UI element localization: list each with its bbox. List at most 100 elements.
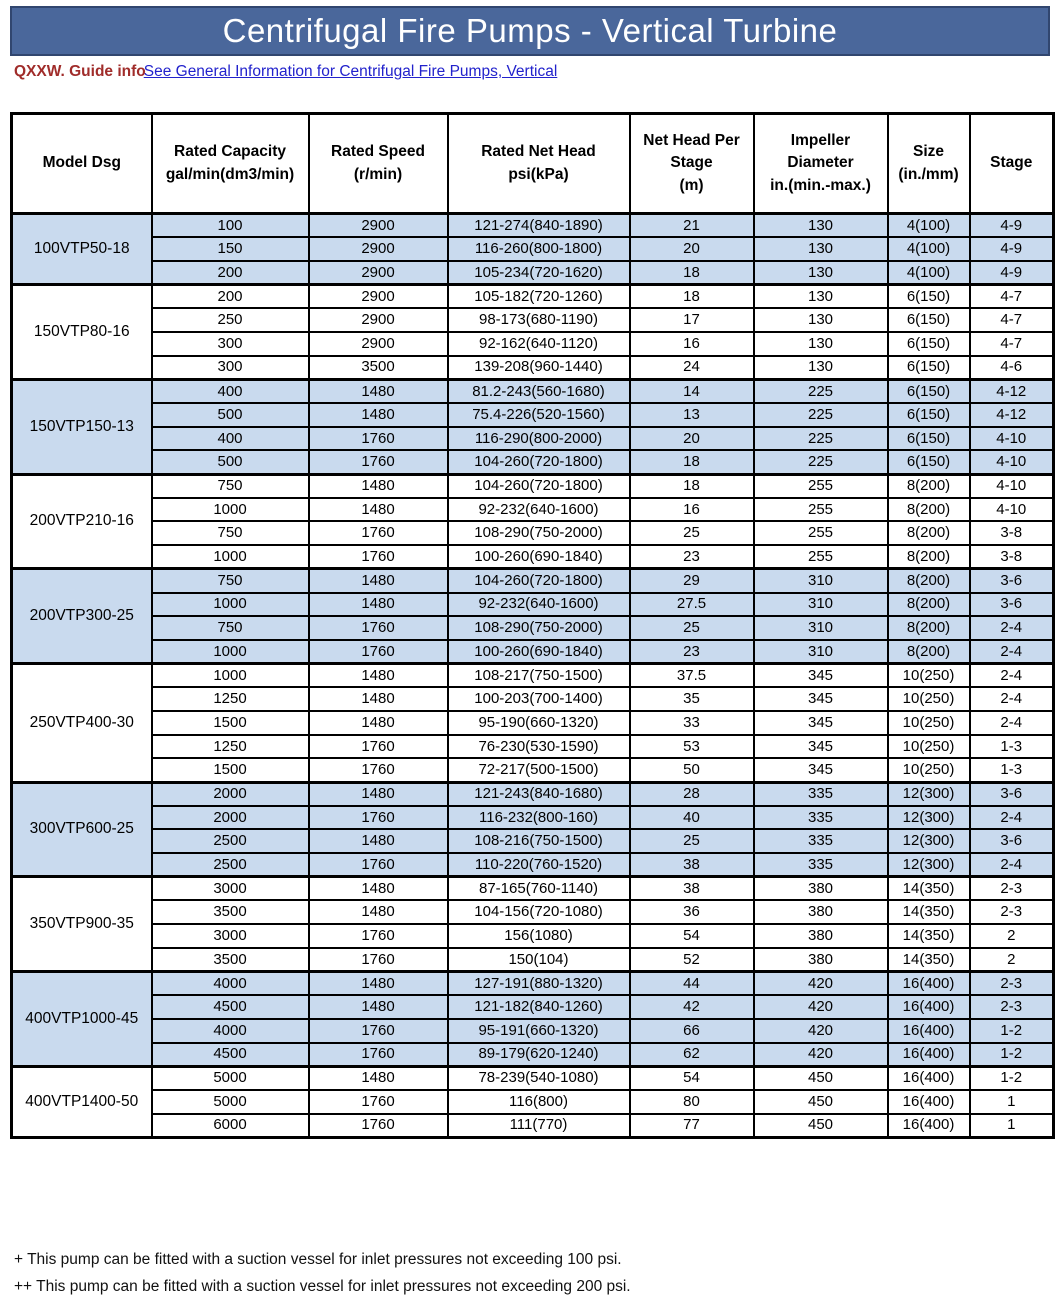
cell-head-per-stage: 37.5 <box>628 662 755 689</box>
cell-head-per-stage: 18 <box>628 449 755 476</box>
cell-impeller: 345 <box>752 733 889 760</box>
cell-head-per-stage: 20 <box>628 425 755 452</box>
cell-head-per-stage: 52 <box>628 946 755 973</box>
table-row: 3500 1760 150(104) 52 380 14(350) 2 <box>12 946 1055 973</box>
cell-stage: 4-12 <box>968 377 1055 404</box>
table-row: 1000 1480 92-232(640-1600) 27.5 310 8(200) 3-6 <box>12 591 1055 618</box>
model-cell: 350VTP900-35 <box>10 875 153 973</box>
cell-net-head: 104-260(720-1800) <box>446 472 631 499</box>
cell-head-per-stage: 28 <box>628 780 755 807</box>
cell-impeller: 345 <box>752 757 889 783</box>
cell-speed: 1760 <box>307 804 449 831</box>
cell-net-head: 116-232(800-160) <box>446 804 631 831</box>
table-row: 200VTP300-25 750 1480 104-260(720-1800) 29 31… <box>10 567 1055 665</box>
cell-size: 8(200) <box>886 544 971 570</box>
cell-stage: 2-3 <box>968 875 1055 902</box>
cell-head-per-stage: 18 <box>628 472 755 499</box>
cell-capacity: 1250 <box>150 733 310 760</box>
cell-speed: 1480 <box>307 567 449 594</box>
table-row: 1500 1480 95-190(660-1320) 33 345 10(250) 2-4 <box>12 709 1055 736</box>
cell-impeller: 130 <box>752 307 889 333</box>
cell-net-head: 92-232(640-1600) <box>446 591 631 618</box>
cell-head-per-stage: 14 <box>628 377 755 404</box>
cell-head-per-stage: 23 <box>628 544 755 570</box>
cell-impeller: 310 <box>752 638 889 665</box>
cell-impeller: 335 <box>752 852 889 878</box>
table-row: 300VTP600-25 2000 1480 121-243(840-1680) 28 3… <box>10 780 1055 878</box>
cell-capacity: 1000 <box>150 591 310 618</box>
cell-stage: 4-7 <box>968 307 1055 333</box>
guide-line: QXXW. Guide info See General Information… <box>14 63 1044 81</box>
cell-size: 16(400) <box>886 1017 971 1044</box>
cell-head-per-stage: 25 <box>628 828 755 855</box>
cell-capacity: 500 <box>150 402 310 428</box>
cell-stage: 2-4 <box>968 638 1055 665</box>
footnotes: + This pump can be fitted with a suction… <box>14 1246 1044 1300</box>
cell-size: 12(300) <box>886 780 971 807</box>
cell-speed: 2900 <box>307 283 449 310</box>
cell-speed: 1760 <box>307 852 449 878</box>
table-row: 500 1760 104-260(720-1800) 18 225 6(150) 4-10 <box>12 449 1055 476</box>
cell-net-head: 116-290(800-2000) <box>446 425 631 452</box>
cell-size: 8(200) <box>886 638 971 665</box>
cell-impeller: 310 <box>752 567 889 594</box>
cell-size: 10(250) <box>886 709 971 736</box>
table-row: 250VTP400-30 1000 1480 108-217(750-1500) 37.… <box>10 662 1055 784</box>
cell-net-head: 108-217(750-1500) <box>446 662 631 689</box>
cell-size: 16(400) <box>886 994 971 1020</box>
cell-head-per-stage: 62 <box>628 1041 755 1068</box>
cell-stage: 3-8 <box>968 544 1055 570</box>
cell-capacity: 750 <box>150 615 310 641</box>
col-header-net-head: Rated Net Head psi(kPa) <box>446 112 631 215</box>
cell-size: 14(350) <box>886 875 971 902</box>
cell-stage: 1-3 <box>968 757 1055 783</box>
cell-speed: 1760 <box>307 733 449 760</box>
cell-speed: 1480 <box>307 994 449 1020</box>
cell-speed: 1760 <box>307 1041 449 1068</box>
cell-impeller: 310 <box>752 615 889 641</box>
cell-size: 14(350) <box>886 946 971 973</box>
cell-size: 4(100) <box>886 236 971 262</box>
cell-capacity: 200 <box>150 283 310 310</box>
cell-size: 16(400) <box>886 970 971 997</box>
cell-size: 6(150) <box>886 425 971 452</box>
cell-speed: 1480 <box>307 899 449 926</box>
model-cell: 150VTP150-13 <box>10 377 153 476</box>
col-header-size: Size (in./mm) <box>886 112 971 215</box>
cell-capacity: 4500 <box>150 994 310 1020</box>
cell-impeller: 345 <box>752 686 889 712</box>
cell-stage: 2-4 <box>968 852 1055 878</box>
cell-net-head: 75.4-226(520-1560) <box>446 402 631 428</box>
cell-capacity: 2000 <box>150 804 310 831</box>
cell-net-head: 108-290(750-2000) <box>446 615 631 641</box>
general-information-link[interactable]: See General Information for Centrifugal … <box>143 63 558 80</box>
cell-size: 12(300) <box>886 852 971 878</box>
cell-net-head: 108-290(750-2000) <box>446 520 631 547</box>
cell-impeller: 380 <box>752 899 889 926</box>
table-row: 2500 1480 108-216(750-1500) 25 335 12(300) 3-6 <box>12 828 1055 855</box>
cell-size: 6(150) <box>886 449 971 476</box>
cell-capacity: 300 <box>150 354 310 381</box>
cell-impeller: 420 <box>752 1017 889 1044</box>
col-header-impeller: Impeller Diameter in.(min.-max.) <box>752 112 889 215</box>
cell-capacity: 6000 <box>150 1112 310 1139</box>
title-banner: Centrifugal Fire Pumps - Vertical Turbin… <box>10 6 1050 56</box>
cell-net-head: 78-239(540-1080) <box>446 1064 631 1091</box>
cell-speed: 1480 <box>307 780 449 807</box>
cell-head-per-stage: 20 <box>628 236 755 262</box>
cell-net-head: 105-182(720-1260) <box>446 283 631 310</box>
cell-impeller: 255 <box>752 520 889 547</box>
cell-stage: 2-3 <box>968 994 1055 1020</box>
table-row: 3000 1760 156(1080) 54 380 14(350) 2 <box>12 923 1055 949</box>
cell-stage: 2-3 <box>968 899 1055 926</box>
cell-net-head: 100-260(690-1840) <box>446 544 631 570</box>
table-row: 3500 1480 104-156(720-1080) 36 380 14(350) 2-3 <box>12 899 1055 926</box>
cell-net-head: 110-220(760-1520) <box>446 852 631 878</box>
cell-stage: 4-10 <box>968 449 1055 476</box>
footnote-100psi: + This pump can be fitted with a suction… <box>14 1251 622 1268</box>
cell-speed: 1480 <box>307 591 449 618</box>
cell-stage: 1 <box>968 1112 1055 1139</box>
cell-speed: 1760 <box>307 544 449 570</box>
cell-capacity: 4500 <box>150 1041 310 1068</box>
cell-speed: 1480 <box>307 1064 449 1091</box>
